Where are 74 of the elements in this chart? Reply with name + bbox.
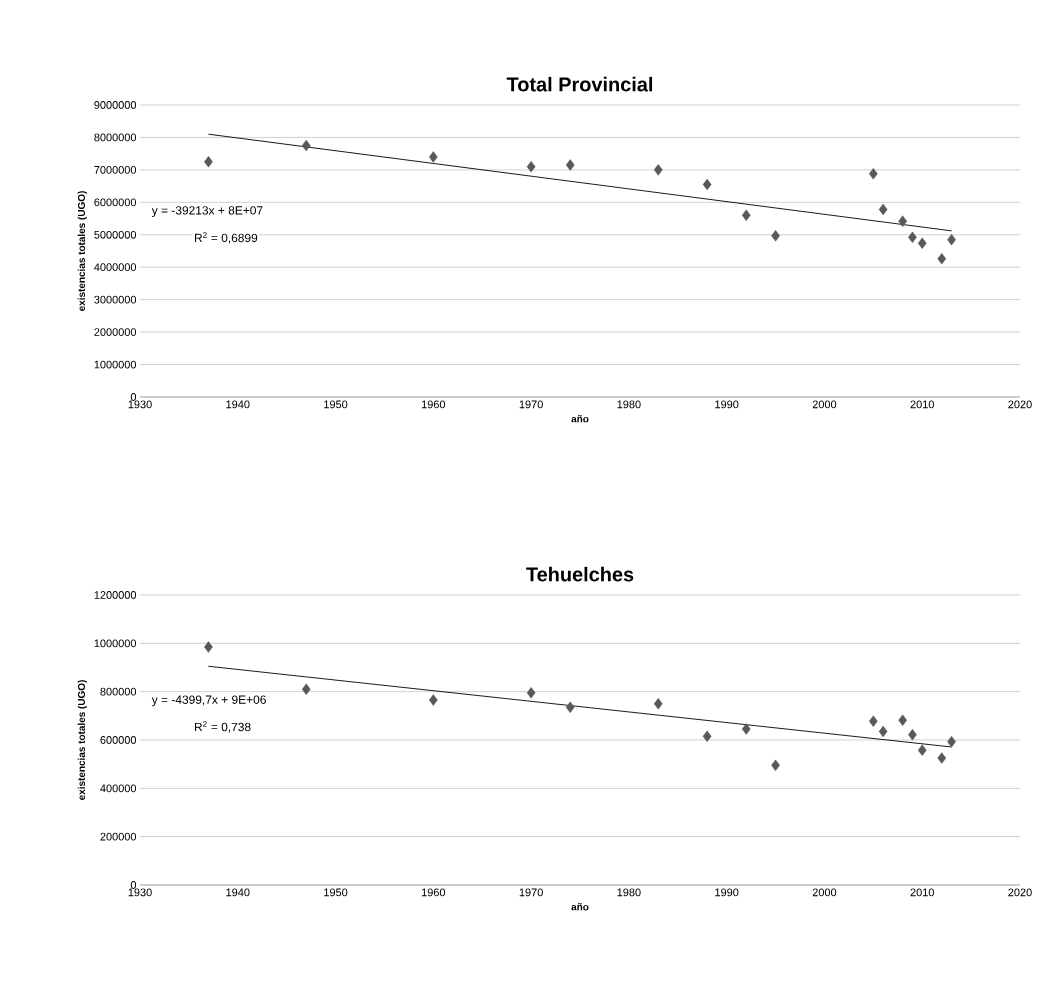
annotation: y = -4399,7x + 9E+06 bbox=[151, 695, 266, 707]
x-tick-label: 1950 bbox=[324, 400, 348, 409]
annotation: R$^{2}$ = 0,6899 bbox=[194, 232, 258, 244]
x-tick-label: 1990 bbox=[715, 400, 739, 409]
point bbox=[917, 744, 927, 756]
point bbox=[869, 168, 878, 180]
x-tick-label: 2000 bbox=[812, 400, 837, 409]
y-tick-label: 8000000 bbox=[94, 133, 137, 142]
x-tick-label: 1990 bbox=[715, 888, 739, 897]
x-tick-label: 2020 bbox=[1008, 888, 1032, 897]
y-axis-title: existencias totales (UGO) bbox=[77, 191, 87, 311]
point bbox=[878, 725, 888, 738]
point bbox=[429, 694, 438, 706]
x-tick-label: 2000 bbox=[812, 888, 837, 897]
y-tick-label: 2000000 bbox=[94, 328, 137, 336]
point bbox=[869, 715, 878, 727]
x-tick-label: 2010 bbox=[910, 400, 934, 409]
annotation: y = -39213x + 8E+07 bbox=[151, 206, 263, 217]
point bbox=[204, 641, 213, 653]
y-tick-label: 0 bbox=[130, 881, 137, 889]
y-tick-label: 1200000 bbox=[94, 591, 137, 599]
point bbox=[741, 723, 751, 735]
x-tick-label: 1960 bbox=[421, 888, 446, 897]
point bbox=[204, 156, 213, 168]
y-tick-label: 400000 bbox=[100, 784, 137, 793]
x-tick-label: 1940 bbox=[226, 400, 250, 409]
y-tick-label: 3000000 bbox=[94, 295, 137, 304]
point bbox=[702, 730, 712, 743]
chart-title: Tehuelches bbox=[526, 566, 634, 582]
y-tick-label: 200000 bbox=[100, 832, 137, 841]
y-tick-label: 4000000 bbox=[94, 263, 137, 272]
y-tick-label: 0 bbox=[130, 393, 137, 401]
x-axis-title: año bbox=[571, 415, 589, 423]
y-axis-title: existencias totales (UGO) bbox=[77, 680, 87, 800]
point bbox=[429, 151, 438, 163]
y-tick-label: 7000000 bbox=[94, 166, 137, 174]
point bbox=[702, 178, 712, 191]
point bbox=[653, 698, 663, 710]
point bbox=[898, 714, 907, 726]
x-tick-label: 1980 bbox=[617, 400, 641, 409]
x-tick-label: 1980 bbox=[617, 888, 641, 897]
y-tick-label: 600000 bbox=[100, 736, 137, 744]
x-tick-label: 1970 bbox=[519, 888, 543, 897]
point bbox=[526, 160, 536, 173]
x-tick-label: 1970 bbox=[519, 400, 543, 409]
y-tick-label: 800000 bbox=[100, 687, 137, 696]
point bbox=[917, 237, 927, 249]
point bbox=[301, 139, 311, 152]
point bbox=[301, 683, 311, 695]
point bbox=[937, 752, 947, 764]
x-tick-label: 1950 bbox=[324, 888, 348, 897]
x-tick-label: 1930 bbox=[128, 400, 152, 409]
x-tick-label: 2020 bbox=[1008, 400, 1032, 409]
x-tick-label: 2010 bbox=[910, 888, 934, 897]
point bbox=[526, 687, 536, 699]
point bbox=[565, 701, 575, 714]
point bbox=[565, 159, 575, 171]
y-tick-label: 5000000 bbox=[94, 230, 137, 239]
point bbox=[878, 203, 888, 216]
y-tick-label: 1000000 bbox=[94, 639, 137, 648]
annotation: R$^{2}$ = 0,738 bbox=[194, 721, 251, 733]
y-tick-label: 9000000 bbox=[94, 101, 137, 109]
y-tick-label: 1000000 bbox=[94, 360, 137, 369]
x-tick-label: 1940 bbox=[226, 888, 250, 897]
x-tick-label: 1930 bbox=[128, 888, 152, 897]
point bbox=[771, 230, 780, 242]
point bbox=[898, 215, 907, 227]
x-tick-label: 1960 bbox=[421, 400, 446, 409]
y-tick-label: 6000000 bbox=[94, 198, 137, 207]
x-axis-title: año bbox=[571, 903, 589, 911]
point bbox=[653, 164, 663, 176]
point bbox=[741, 209, 751, 221]
point bbox=[937, 253, 947, 265]
chart-title: Total Provincial bbox=[506, 76, 653, 92]
